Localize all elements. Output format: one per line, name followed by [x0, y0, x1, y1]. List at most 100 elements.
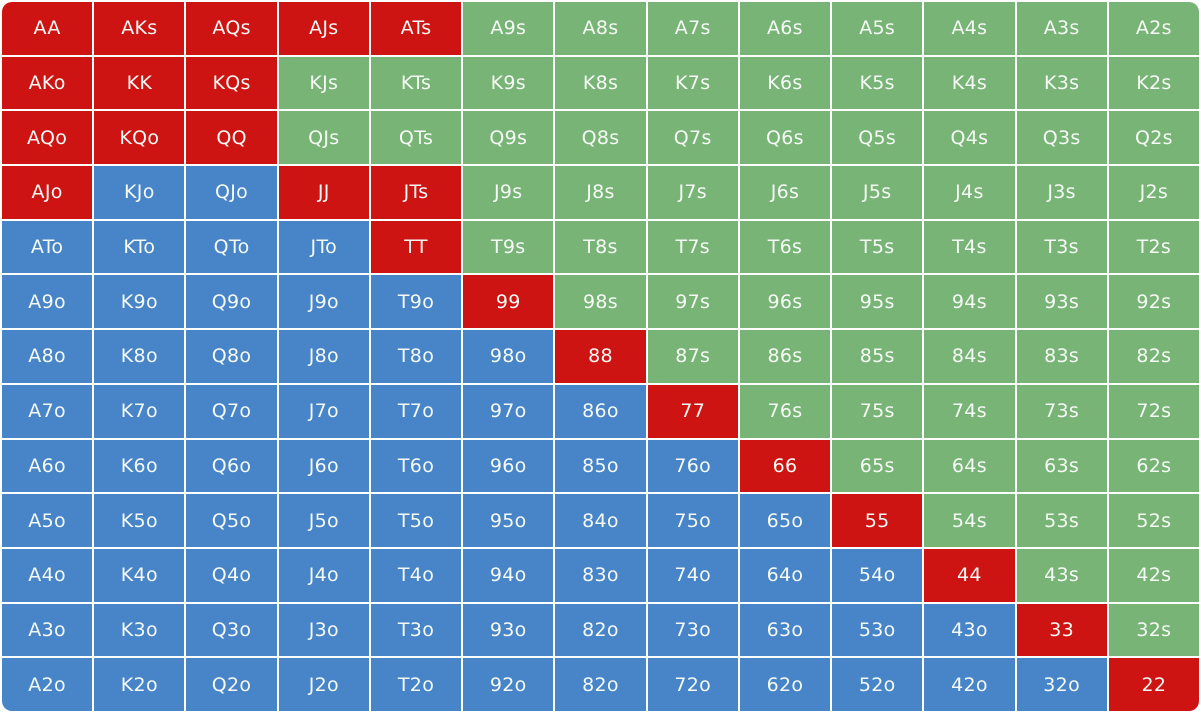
hand-cell-42o[interactable]: 42o [924, 658, 1015, 711]
hand-cell-T2o[interactable]: T2o [370, 658, 462, 711]
hand-cell-A4o[interactable]: A4o [2, 548, 93, 602]
hand-cell-63s[interactable]: 63s [1016, 439, 1107, 493]
hand-cell-Q9s[interactable]: Q9s [463, 111, 554, 165]
hand-cell-55[interactable]: 55 [832, 494, 923, 547]
hand-cell-TT[interactable]: TT [370, 220, 462, 274]
hand-cell-93s[interactable]: 93s [1016, 275, 1107, 329]
hand-cell-K4o[interactable]: K4o [94, 548, 185, 602]
hand-cell-94s[interactable]: 94s [924, 275, 1015, 329]
hand-cell-AA[interactable]: AA [2, 2, 93, 55]
hand-cell-A3o[interactable]: A3o [2, 603, 93, 657]
hand-cell-75s[interactable]: 75s [832, 384, 923, 438]
hand-cell-97s[interactable]: 97s [647, 275, 738, 329]
hand-cell-J9s[interactable]: J9s [463, 166, 554, 219]
hand-cell-65o[interactable]: 65o [739, 494, 831, 547]
hand-cell-83s[interactable]: 83s [1016, 330, 1107, 383]
hand-cell-82o[interactable]: 82o [555, 658, 646, 711]
hand-cell-A8o[interactable]: A8o [2, 330, 93, 383]
hand-cell-A6o[interactable]: A6o [2, 439, 93, 493]
hand-cell-T4s[interactable]: T4s [924, 220, 1015, 274]
hand-cell-T4o[interactable]: T4o [370, 548, 462, 602]
hand-cell-JTs[interactable]: JTs [370, 166, 462, 219]
hand-cell-QTo[interactable]: QTo [186, 220, 277, 274]
hand-cell-Q3o[interactable]: Q3o [186, 603, 277, 657]
hand-cell-88[interactable]: 88 [555, 330, 646, 383]
hand-cell-J2s[interactable]: J2s [1108, 166, 1199, 219]
hand-cell-J8o[interactable]: J8o [278, 330, 369, 383]
hand-cell-96s[interactable]: 96s [739, 275, 831, 329]
hand-cell-K2s[interactable]: K2s [1108, 56, 1199, 110]
hand-cell-22[interactable]: 22 [1108, 658, 1199, 711]
hand-cell-73o[interactable]: 73o [647, 603, 738, 657]
hand-cell-A2o[interactable]: A2o [2, 658, 93, 711]
hand-cell-A3s[interactable]: A3s [1016, 2, 1107, 55]
hand-cell-A7o[interactable]: A7o [2, 384, 93, 438]
hand-cell-AKo[interactable]: AKo [2, 56, 93, 110]
hand-cell-85s[interactable]: 85s [832, 330, 923, 383]
hand-cell-K6s[interactable]: K6s [739, 56, 831, 110]
hand-cell-77[interactable]: 77 [647, 384, 738, 438]
hand-cell-KQs[interactable]: KQs [186, 56, 277, 110]
hand-cell-84o[interactable]: 84o [555, 494, 646, 547]
hand-cell-A9s[interactable]: A9s [463, 2, 554, 55]
hand-cell-J4s[interactable]: J4s [924, 166, 1015, 219]
hand-cell-T7o[interactable]: T7o [370, 384, 462, 438]
hand-cell-76s[interactable]: 76s [739, 384, 831, 438]
hand-cell-J7o[interactable]: J7o [278, 384, 369, 438]
hand-cell-Q6o[interactable]: Q6o [186, 439, 277, 493]
hand-cell-52s[interactable]: 52s [1108, 494, 1199, 547]
hand-cell-AJo[interactable]: AJo [2, 166, 93, 219]
hand-cell-Q7s[interactable]: Q7s [647, 111, 738, 165]
hand-cell-Q8s[interactable]: Q8s [555, 111, 646, 165]
hand-cell-92o[interactable]: 92o [463, 658, 554, 711]
hand-cell-84s[interactable]: 84s [924, 330, 1015, 383]
hand-cell-93o[interactable]: 93o [463, 603, 554, 657]
hand-cell-65s[interactable]: 65s [832, 439, 923, 493]
hand-cell-95o[interactable]: 95o [463, 494, 554, 547]
hand-cell-98s[interactable]: 98s [555, 275, 646, 329]
hand-cell-QJo[interactable]: QJo [186, 166, 277, 219]
hand-cell-74o[interactable]: 74o [647, 548, 738, 602]
hand-cell-J7s[interactable]: J7s [647, 166, 738, 219]
hand-cell-A4s[interactable]: A4s [924, 2, 1015, 55]
hand-cell-62o[interactable]: 62o [739, 658, 831, 711]
hand-cell-AQo[interactable]: AQo [2, 111, 93, 165]
hand-cell-83o[interactable]: 83o [555, 548, 646, 602]
hand-cell-33[interactable]: 33 [1016, 603, 1107, 657]
hand-cell-JJ[interactable]: JJ [278, 166, 369, 219]
hand-cell-JTo[interactable]: JTo [278, 220, 369, 274]
hand-cell-J5s[interactable]: J5s [832, 166, 923, 219]
hand-cell-Q6s[interactable]: Q6s [739, 111, 831, 165]
hand-cell-AJs[interactable]: AJs [278, 2, 369, 55]
hand-cell-98o[interactable]: 98o [463, 330, 554, 383]
hand-cell-K9o[interactable]: K9o [94, 275, 185, 329]
hand-cell-85o[interactable]: 85o [555, 439, 646, 493]
hand-cell-K2o[interactable]: K2o [94, 658, 185, 711]
hand-cell-T6s[interactable]: T6s [739, 220, 831, 274]
hand-cell-T9s[interactable]: T9s [463, 220, 554, 274]
hand-cell-52o[interactable]: 52o [832, 658, 923, 711]
hand-cell-54o[interactable]: 54o [832, 548, 923, 602]
hand-cell-QTs[interactable]: QTs [370, 111, 462, 165]
hand-cell-Q5s[interactable]: Q5s [832, 111, 923, 165]
hand-cell-Q4s[interactable]: Q4s [924, 111, 1015, 165]
hand-cell-82o[interactable]: 82o [555, 603, 646, 657]
hand-cell-K5o[interactable]: K5o [94, 494, 185, 547]
hand-cell-92s[interactable]: 92s [1108, 275, 1199, 329]
hand-cell-86s[interactable]: 86s [739, 330, 831, 383]
hand-cell-53o[interactable]: 53o [832, 603, 923, 657]
hand-cell-AQs[interactable]: AQs [186, 2, 277, 55]
hand-cell-A2s[interactable]: A2s [1108, 2, 1199, 55]
hand-cell-J4o[interactable]: J4o [278, 548, 369, 602]
hand-cell-KK[interactable]: KK [94, 56, 185, 110]
hand-cell-95s[interactable]: 95s [832, 275, 923, 329]
hand-cell-99[interactable]: 99 [463, 275, 554, 329]
hand-cell-Q9o[interactable]: Q9o [186, 275, 277, 329]
hand-cell-Q2o[interactable]: Q2o [186, 658, 277, 711]
hand-cell-J9o[interactable]: J9o [278, 275, 369, 329]
hand-cell-KQo[interactable]: KQo [94, 111, 185, 165]
hand-cell-A8s[interactable]: A8s [555, 2, 646, 55]
hand-cell-K3o[interactable]: K3o [94, 603, 185, 657]
hand-cell-A7s[interactable]: A7s [647, 2, 738, 55]
hand-cell-J3o[interactable]: J3o [278, 603, 369, 657]
